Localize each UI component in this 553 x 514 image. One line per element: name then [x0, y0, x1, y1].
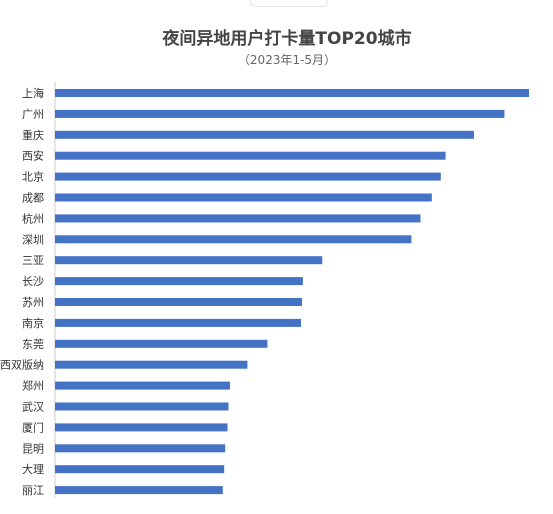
- category-label-8: 深圳: [22, 233, 44, 246]
- category-label-4: 西安: [22, 149, 44, 163]
- bar-16: [55, 402, 229, 411]
- category-label-19: 大理: [22, 462, 44, 476]
- category-label-6: 成都: [22, 192, 44, 205]
- category-labels-group: 上海广州重庆西安北京成都杭州深圳三亚长沙苏州南京东莞西双版纳郑州武汉厦门昆明大理…: [0, 86, 44, 497]
- category-label-10: 长沙: [22, 275, 44, 288]
- category-label-1: 上海: [22, 86, 44, 100]
- bar-18: [55, 444, 226, 453]
- category-label-18: 昆明: [22, 442, 44, 455]
- category-label-7: 杭州: [22, 211, 44, 225]
- bar-10: [55, 277, 303, 286]
- bar-15: [55, 381, 230, 390]
- bar-13: [55, 339, 268, 348]
- bar-7: [55, 214, 421, 223]
- bar-4: [55, 151, 446, 160]
- bars-group: [55, 89, 529, 495]
- category-label-11: 苏州: [22, 296, 44, 309]
- bar-6: [55, 193, 432, 202]
- category-label-2: 广州: [22, 108, 44, 121]
- bar-5: [55, 172, 441, 181]
- category-label-17: 厦门: [22, 420, 44, 434]
- bar-14: [55, 360, 248, 369]
- bar-17: [55, 423, 228, 432]
- bar-11: [55, 298, 302, 306]
- bar-1: [55, 89, 529, 97]
- category-label-3: 重庆: [22, 128, 44, 142]
- category-label-5: 北京: [22, 170, 44, 184]
- category-label-20: 丽江: [22, 484, 44, 497]
- category-label-9: 三亚: [22, 254, 44, 267]
- category-label-15: 郑州: [22, 379, 44, 393]
- chart-title: 夜间异地用户打卡量TOP20城市: [161, 28, 411, 49]
- bar-20: [55, 486, 223, 495]
- category-label-13: 东莞: [22, 338, 44, 351]
- bar-3: [55, 130, 474, 139]
- bar-2: [55, 109, 505, 118]
- chart-subtitle: （2023年1-5月）: [238, 53, 336, 67]
- bar-19: [55, 465, 225, 474]
- category-label-12: 南京: [22, 316, 44, 330]
- category-label-14: 西双版纳: [0, 358, 44, 372]
- bar-9: [55, 256, 323, 265]
- category-label-16: 武汉: [22, 401, 44, 414]
- bar-8: [55, 235, 412, 244]
- bar-12: [55, 318, 301, 327]
